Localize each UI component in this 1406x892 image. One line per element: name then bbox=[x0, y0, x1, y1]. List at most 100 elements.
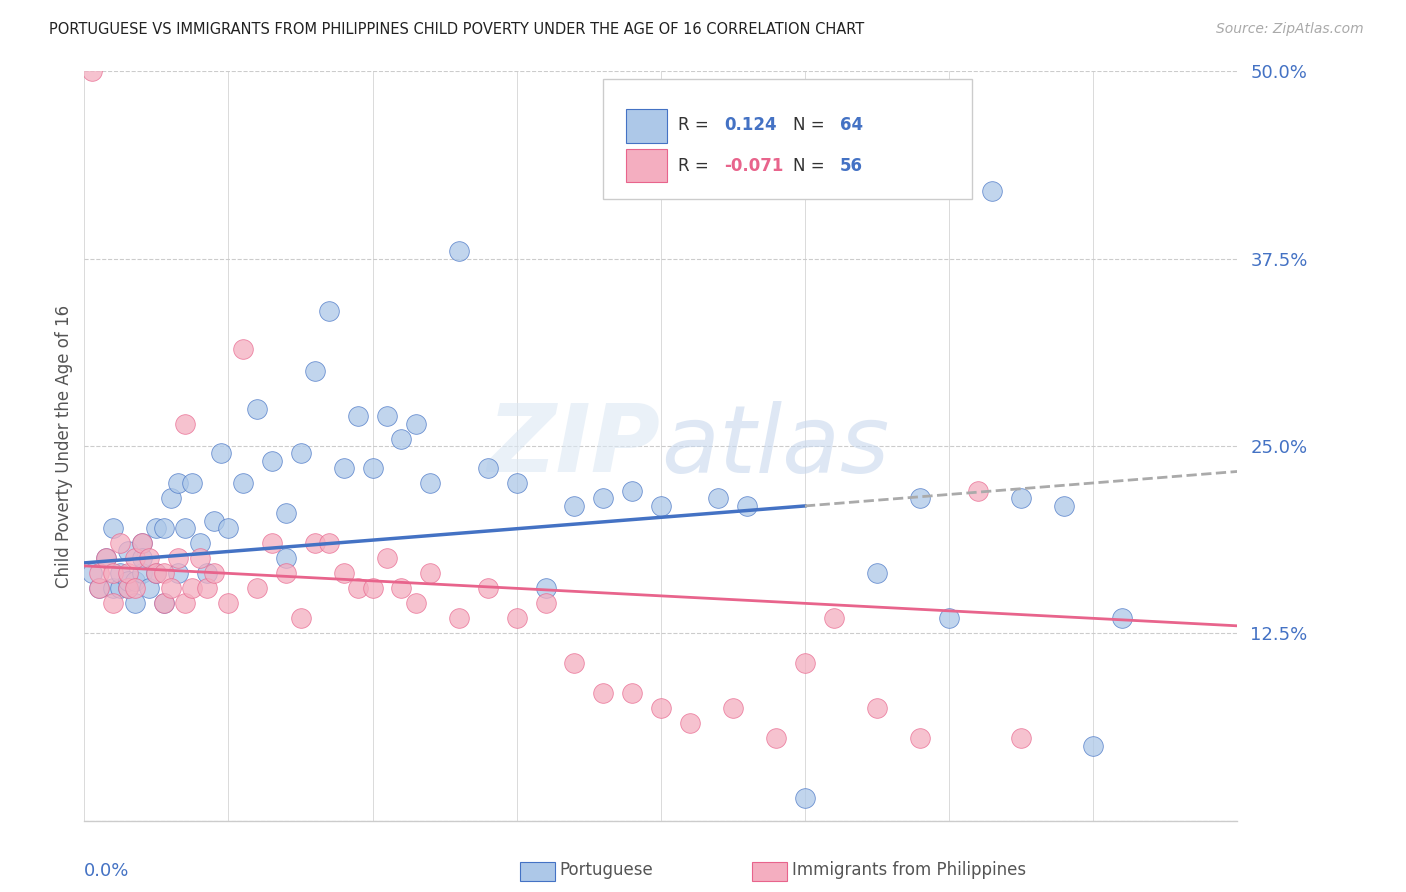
Point bbox=[506, 476, 529, 491]
Point bbox=[981, 184, 1004, 198]
Point bbox=[131, 551, 153, 566]
Point bbox=[592, 686, 614, 700]
Point bbox=[246, 582, 269, 596]
Point bbox=[592, 491, 614, 506]
Point bbox=[361, 582, 384, 596]
Point bbox=[866, 701, 889, 715]
Point bbox=[910, 731, 932, 746]
Point bbox=[117, 544, 139, 558]
Point bbox=[391, 582, 413, 596]
Point bbox=[260, 536, 283, 550]
Point bbox=[765, 731, 787, 746]
Point bbox=[124, 574, 146, 588]
Point bbox=[103, 582, 124, 596]
Point bbox=[910, 491, 932, 506]
Point bbox=[160, 491, 183, 506]
FancyBboxPatch shape bbox=[603, 78, 972, 199]
Point bbox=[290, 611, 312, 625]
Point bbox=[347, 409, 370, 423]
Point bbox=[131, 566, 153, 581]
Point bbox=[117, 582, 139, 596]
Point bbox=[124, 582, 146, 596]
Point bbox=[276, 507, 298, 521]
Point bbox=[110, 536, 132, 550]
Point bbox=[117, 566, 139, 581]
Point bbox=[167, 476, 190, 491]
Point bbox=[202, 514, 225, 528]
Point bbox=[361, 461, 384, 475]
Text: N =: N = bbox=[793, 157, 831, 175]
Point bbox=[174, 417, 197, 431]
Point bbox=[419, 566, 441, 581]
Point bbox=[534, 582, 557, 596]
Point bbox=[405, 417, 427, 431]
Point bbox=[145, 566, 167, 581]
Text: ZIP: ZIP bbox=[488, 400, 661, 492]
Point bbox=[80, 64, 103, 78]
Point bbox=[87, 582, 110, 596]
Point bbox=[131, 536, 153, 550]
Text: R =: R = bbox=[678, 116, 714, 135]
Point bbox=[152, 521, 174, 535]
Point bbox=[138, 582, 160, 596]
Point bbox=[124, 596, 146, 610]
Point bbox=[87, 582, 110, 596]
Point bbox=[794, 657, 817, 671]
Point bbox=[160, 582, 183, 596]
Point bbox=[650, 701, 672, 715]
Point bbox=[276, 551, 298, 566]
Point bbox=[333, 566, 356, 581]
Point bbox=[181, 582, 204, 596]
Point bbox=[564, 499, 586, 513]
Point bbox=[124, 551, 146, 566]
Point bbox=[188, 536, 211, 550]
Point bbox=[737, 499, 759, 513]
Point bbox=[232, 342, 254, 356]
Point bbox=[405, 596, 427, 610]
Point bbox=[477, 582, 499, 596]
Point bbox=[152, 566, 174, 581]
Point bbox=[195, 582, 218, 596]
Point bbox=[1053, 499, 1076, 513]
Point bbox=[138, 551, 160, 566]
Point bbox=[290, 446, 312, 460]
Point bbox=[167, 566, 190, 581]
Point bbox=[1111, 611, 1133, 625]
Point bbox=[794, 791, 817, 805]
Point bbox=[564, 657, 586, 671]
Point bbox=[87, 566, 110, 581]
Point bbox=[103, 566, 124, 581]
Text: R =: R = bbox=[678, 157, 714, 175]
Point bbox=[218, 521, 240, 535]
Point bbox=[477, 461, 499, 475]
Text: PORTUGUESE VS IMMIGRANTS FROM PHILIPPINES CHILD POVERTY UNDER THE AGE OF 16 CORR: PORTUGUESE VS IMMIGRANTS FROM PHILIPPINE… bbox=[49, 22, 865, 37]
Point bbox=[679, 716, 702, 731]
Text: 56: 56 bbox=[839, 157, 862, 175]
Point bbox=[621, 483, 644, 498]
Point bbox=[117, 582, 139, 596]
Point bbox=[391, 432, 413, 446]
Point bbox=[145, 521, 167, 535]
Point bbox=[103, 521, 124, 535]
Point bbox=[174, 521, 197, 535]
Point bbox=[152, 596, 174, 610]
Point bbox=[534, 596, 557, 610]
Point bbox=[152, 596, 174, 610]
Point bbox=[1010, 731, 1032, 746]
Point bbox=[195, 566, 218, 581]
Point bbox=[167, 551, 190, 566]
Point bbox=[94, 551, 117, 566]
Point bbox=[304, 536, 326, 550]
Text: 64: 64 bbox=[839, 116, 863, 135]
FancyBboxPatch shape bbox=[626, 109, 666, 143]
Point bbox=[1010, 491, 1032, 506]
Point bbox=[94, 551, 117, 566]
Point bbox=[938, 611, 960, 625]
Point bbox=[721, 701, 744, 715]
FancyBboxPatch shape bbox=[626, 149, 666, 182]
Point bbox=[145, 566, 167, 581]
Point bbox=[117, 574, 139, 588]
Point bbox=[209, 446, 232, 460]
Point bbox=[650, 499, 672, 513]
Point bbox=[823, 611, 845, 625]
